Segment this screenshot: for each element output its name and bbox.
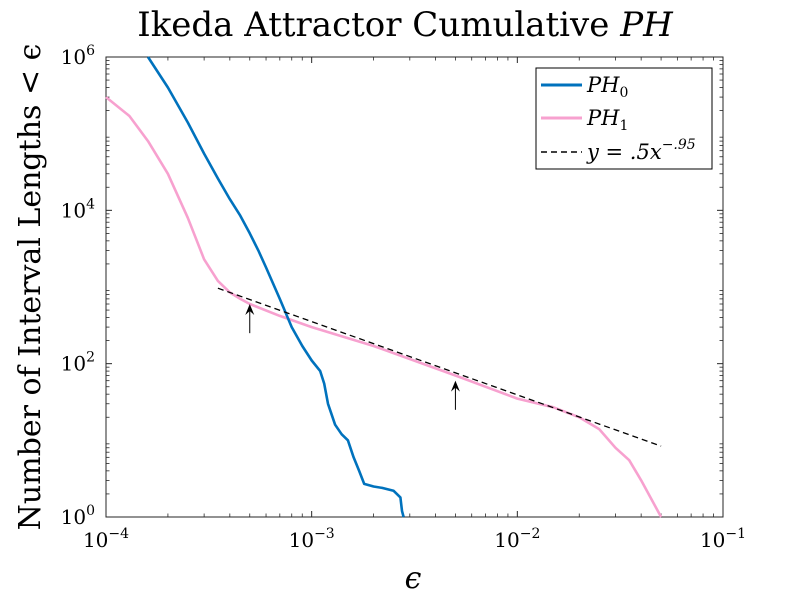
- x-tick-label: 10−1: [700, 526, 746, 552]
- y-tick-label: 100: [61, 503, 95, 529]
- legend-exp-fit: −.95: [662, 137, 696, 153]
- legend-label-fit: y = .5x−.95: [586, 137, 696, 164]
- y-tick-label: 104: [61, 196, 95, 222]
- y-axis-ticks: 100 102 104 106: [61, 43, 723, 529]
- legend: PH0 PH1 y = .5x−.95: [535, 67, 713, 170]
- x-axis-ticks: 10−4 10−3 10−2 10−1: [83, 57, 746, 552]
- y-tick-label: 106: [61, 43, 95, 69]
- annotation-arrow-head: [245, 304, 255, 316]
- x-axis-label: ϵ: [405, 561, 422, 596]
- annotation-arrow-head: [450, 380, 460, 392]
- x-tick-label: 10−4: [83, 526, 129, 552]
- x-tick-label: 10−2: [494, 526, 540, 552]
- series-line-ph0: [146, 56, 405, 518]
- y-axis-label: Number of Interval Lengths < ϵ: [13, 44, 48, 531]
- x-tick-label: 10−3: [289, 526, 335, 552]
- legend-sub-ph0: 0: [619, 85, 628, 101]
- annotation-layer: [245, 304, 460, 410]
- series-line-fit: [217, 287, 662, 447]
- series-layer: [105, 56, 663, 518]
- chart-title: Ikeda Attractor Cumulative PH: [137, 5, 674, 45]
- y-tick-label: 102: [61, 350, 95, 376]
- chart-title-text: Ikeda Attractor Cumulative: [137, 5, 609, 45]
- legend-label-ph1: PH1: [586, 106, 628, 134]
- legend-label-ph0: PH0: [586, 73, 628, 101]
- series-line-ph1: [105, 96, 663, 518]
- legend-sub-ph1: 1: [619, 118, 628, 134]
- chart-title-italic: PH: [619, 5, 674, 45]
